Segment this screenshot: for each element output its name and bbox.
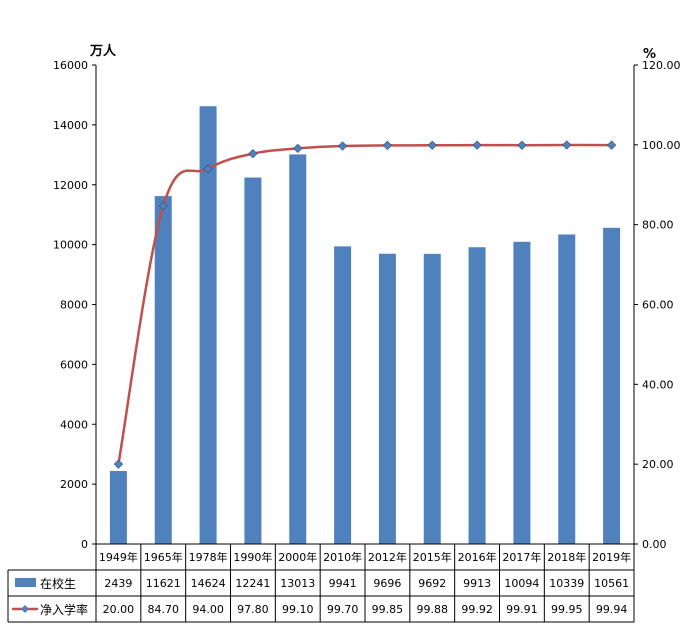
bar: [378, 253, 396, 544]
table-cell-enrollment: 13013: [280, 577, 315, 590]
category-label: 2016年: [458, 550, 497, 564]
table-cell-rate: 20.00: [103, 603, 135, 616]
left-axis: 0 2000 4000 6000 8000 10000 12000 14000 16000: [53, 59, 97, 551]
line-marker: [158, 201, 168, 211]
line-marker: [517, 140, 527, 150]
left-tick-label: 4000: [60, 418, 88, 431]
line-marker: [562, 140, 572, 150]
left-tick-label: 12000: [53, 179, 88, 192]
line-marker: [203, 164, 213, 174]
table-cell-rate: 99.95: [551, 603, 583, 616]
line-marker: [382, 140, 393, 151]
table-cell-enrollment: 10561: [594, 577, 629, 590]
table-cell-rate: 99.10: [282, 603, 314, 616]
line-marker: [427, 140, 437, 150]
right-tick-label: 80.00: [642, 219, 674, 232]
right-tick-label: 100.00: [642, 139, 681, 152]
table-cell-rate: 99.91: [506, 603, 538, 616]
category-label: 2017年: [502, 550, 541, 564]
line-series: [113, 140, 617, 469]
left-tick-label: 6000: [60, 358, 88, 371]
legend-bar-swatch: [15, 578, 36, 587]
left-tick-label: 16000: [53, 59, 88, 72]
left-tick-label: 8000: [60, 299, 88, 312]
bar: [109, 470, 127, 544]
left-tick-label: 10000: [53, 239, 88, 252]
right-tick-label: 60.00: [642, 299, 674, 312]
table-cell-rate: 84.70: [148, 603, 180, 616]
table-cell-rate: 94.00: [192, 603, 224, 616]
bar: [603, 227, 621, 544]
bar: [244, 177, 262, 544]
bar: [334, 246, 352, 545]
table-cell-enrollment: 9913: [463, 577, 491, 590]
right-axis: 0.00 20.00 40.00 60.00 80.00 100.00 120.00: [633, 59, 681, 551]
table-cell-rate: 99.70: [327, 603, 359, 616]
bar-series: [109, 106, 621, 545]
right-axis-unit-label: %: [643, 47, 656, 62]
bar: [558, 234, 576, 544]
right-tick-label: 120.00: [642, 59, 681, 72]
left-tick-label: 2000: [60, 478, 88, 491]
right-tick-label: 40.00: [642, 378, 674, 391]
legend-label-bar: 在校生: [40, 576, 76, 591]
category-label: 2000年: [278, 550, 317, 564]
table-cell-enrollment: 9692: [418, 577, 446, 590]
category-label: 2019年: [592, 550, 631, 564]
table-cell-enrollment: 2439: [104, 577, 132, 590]
data-table: 1949年 1965年 1978年 1990年 2000年 2010年 2012年 2015年…: [7, 543, 635, 623]
table-cell-enrollment: 10094: [504, 577, 539, 590]
line-marker: [113, 459, 124, 469]
right-tick-label: 20.00: [642, 458, 674, 471]
bar: [423, 253, 441, 544]
table-cell-enrollment: 9941: [329, 577, 357, 590]
line-marker: [337, 141, 348, 151]
line-path: [117, 143, 612, 465]
table-cell-enrollment: 10339: [549, 577, 584, 590]
category-label: 2010年: [323, 550, 362, 564]
table-cell-rate: 99.85: [372, 603, 404, 616]
table-cell-rate: 99.92: [461, 603, 493, 616]
table-cell-enrollment: 12241: [235, 577, 270, 590]
bar: [289, 154, 307, 544]
category-label: 1965年: [144, 550, 183, 564]
category-label: 1978年: [189, 550, 228, 564]
left-tick-label: 0: [81, 538, 88, 551]
bar: [199, 106, 217, 544]
table-cell-enrollment: 11621: [146, 577, 181, 590]
table-cell-rate: 99.94: [596, 603, 628, 616]
right-tick-label: 0.00: [642, 538, 667, 551]
table-cell-rate: 97.80: [237, 603, 269, 616]
legend-label-line: 净入学率: [40, 602, 88, 617]
legend-line-marker: [21, 605, 29, 613]
line-marker: [606, 140, 617, 150]
category-label: 2015年: [413, 550, 452, 564]
category-label: 2018年: [547, 550, 586, 564]
left-axis-unit-label: 万人: [89, 43, 117, 59]
category-label: 1990年: [233, 550, 272, 564]
table-cell-enrollment: 9696: [373, 577, 401, 590]
bar: [513, 241, 531, 544]
category-label: 1949年: [99, 550, 138, 564]
line-marker: [248, 148, 258, 159]
category-label: 2012年: [368, 550, 407, 564]
table-cell-enrollment: 14624: [191, 577, 226, 590]
line-marker: [293, 143, 303, 154]
bar: [154, 196, 172, 544]
line-marker: [472, 140, 482, 150]
left-tick-label: 14000: [53, 119, 88, 132]
table-cell-rate: 99.88: [417, 603, 449, 616]
bar: [468, 247, 486, 545]
